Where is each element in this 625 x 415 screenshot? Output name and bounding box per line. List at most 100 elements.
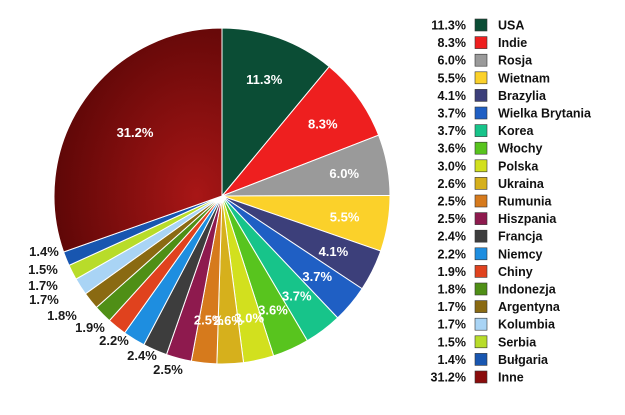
legend-label: Francja	[498, 230, 544, 244]
pie-slice-inne	[53, 27, 223, 253]
slice-label-chiny: 1.9%	[75, 320, 105, 335]
legend-swatch	[474, 53, 488, 67]
legend-entry-inne: 31.2% Inne	[431, 371, 524, 385]
legend-entry-wielka-brytania: 3.7% Wielka Brytania	[438, 107, 593, 121]
slice-label-wlochy: 3.6%	[258, 302, 288, 317]
slice-label-hiszpania: 2.5%	[153, 362, 183, 377]
legend-entry-rosja: 6.0% Rosja	[438, 54, 534, 68]
slice-label-korea: 3.7%	[282, 288, 312, 303]
slice-label-indie: 8.3%	[308, 116, 338, 131]
legend-entry-chiny: 1.9% Chiny	[438, 265, 533, 279]
legend-swatch	[474, 370, 488, 384]
slice-label-niemcy: 2.2%	[99, 333, 129, 348]
legend-swatch	[474, 194, 488, 208]
legend-entry-ukraina: 2.6% Ukraina	[438, 177, 545, 191]
legend-entry-usa: 11.3% USA	[431, 19, 524, 33]
legend-value: 1.7%	[438, 318, 467, 332]
legend-entry-kolumbia: 1.7% Kolumbia	[438, 318, 556, 332]
legend-value: 1.9%	[438, 265, 467, 279]
legend-entry-hiszpania: 2.5% Hiszpania	[438, 212, 558, 226]
legend-entry-brazylia: 4.1% Brazylia	[438, 89, 547, 103]
slice-labels: 11.3%8.3%6.0%5.5%4.1%3.7%3.7%3.6%3.0%2.6…	[28, 72, 360, 377]
slice-label-polska: 3.0%	[234, 310, 264, 325]
legend-value: 4.1%	[438, 89, 467, 103]
legend-swatch	[474, 212, 488, 225]
slice-label-kolumbia: 1.7%	[28, 278, 58, 293]
slice-label-argentyna: 1.7%	[29, 292, 59, 307]
legend-label: Argentyna	[498, 300, 561, 314]
slice-label-francja: 2.4%	[127, 348, 157, 363]
legend-entry-argentyna: 1.7% Argentyna	[438, 300, 561, 314]
legend-label: Korea	[498, 124, 534, 138]
slice-label-indonezja: 1.8%	[47, 308, 77, 323]
legend-label: Wielka Brytania	[498, 107, 592, 121]
legend-label: Bułgaria	[498, 353, 549, 367]
legend-entry-niemcy: 2.2% Niemcy	[438, 247, 543, 261]
legend-entry-indonezja: 1.8% Indonezja	[438, 283, 557, 297]
legend-label: Indonezja	[498, 283, 557, 297]
legend-entry-korea: 3.7% Korea	[438, 124, 535, 138]
legend-label: Rosja	[498, 54, 533, 68]
legend-entry-serbia: 1.5% Serbia	[438, 335, 538, 349]
legend-label: Brazylia	[498, 89, 547, 103]
legend-entry-polska: 3.0% Polska	[438, 159, 540, 173]
legend-value: 1.7%	[438, 300, 467, 314]
legend-swatch	[474, 317, 488, 331]
slice-label-wietnam: 5.5%	[330, 210, 360, 225]
legend-value: 3.0%	[438, 159, 467, 173]
legend-swatch	[474, 159, 488, 173]
slice-label-bulgaria: 1.4%	[29, 244, 59, 259]
legend-label: Inne	[498, 371, 524, 385]
legend-label: Rumunia	[498, 195, 553, 209]
legend-entry-wlochy: 3.6% Włochy	[438, 142, 543, 156]
legend-label: Hiszpania	[498, 212, 557, 226]
legend-label: USA	[498, 19, 524, 33]
legend-value: 1.5%	[438, 335, 467, 349]
legend-label: Serbia	[498, 335, 537, 349]
legend-swatch	[474, 282, 488, 296]
legend-value: 2.4%	[438, 230, 467, 244]
legend-swatch	[474, 177, 488, 190]
legend-label: Wietnam	[498, 71, 550, 85]
legend-swatch	[474, 124, 488, 137]
legend-value: 8.3%	[438, 36, 467, 50]
legend-value: 1.8%	[438, 283, 467, 297]
slice-label-usa: 11.3%	[246, 72, 283, 87]
legend-value: 31.2%	[431, 371, 466, 385]
legend-value: 2.2%	[438, 247, 467, 261]
legend-value: 1.4%	[438, 353, 467, 367]
slice-label-brazylia: 4.1%	[319, 244, 349, 259]
slice-label-serbia: 1.5%	[28, 262, 58, 277]
legend-swatch	[474, 71, 488, 85]
slice-label-rosja: 6.0%	[329, 166, 359, 181]
legend-swatch	[474, 229, 488, 243]
legend-label: Niemcy	[498, 247, 543, 261]
slice-label-ukraina: 2.6%	[213, 313, 243, 328]
legend-label: Kolumbia	[498, 318, 556, 332]
legend-entry-bulgaria: 1.4% Bułgaria	[438, 353, 550, 367]
legend-entry-indie: 8.3% Indie	[438, 36, 528, 50]
legend-value: 3.7%	[438, 107, 467, 121]
legend-value: 3.7%	[438, 124, 467, 138]
legend-swatch	[474, 141, 488, 155]
legend-swatch	[474, 247, 488, 261]
legend-value: 2.6%	[438, 177, 467, 191]
pie-slices	[53, 27, 391, 365]
legend-entry-wietnam: 5.5% Wietnam	[438, 71, 550, 85]
legend-swatch	[474, 106, 488, 120]
legend-value: 2.5%	[438, 195, 467, 209]
legend-swatch	[474, 89, 488, 102]
legend-swatch	[474, 335, 488, 349]
legend-label: Włochy	[498, 142, 542, 156]
legend-swatch	[474, 36, 488, 49]
legend-label: Chiny	[498, 265, 533, 279]
legend-swatch	[474, 300, 488, 313]
slice-label-wielka-brytania: 3.7%	[302, 269, 332, 284]
slice-label-rumunia: 2.5%	[194, 313, 224, 328]
pie-slice-usa	[221, 27, 330, 198]
legend-swatch	[474, 353, 488, 366]
legend-value: 11.3%	[431, 19, 466, 33]
legend-label: Ukraina	[498, 177, 545, 191]
legend-value: 5.5%	[438, 71, 467, 85]
